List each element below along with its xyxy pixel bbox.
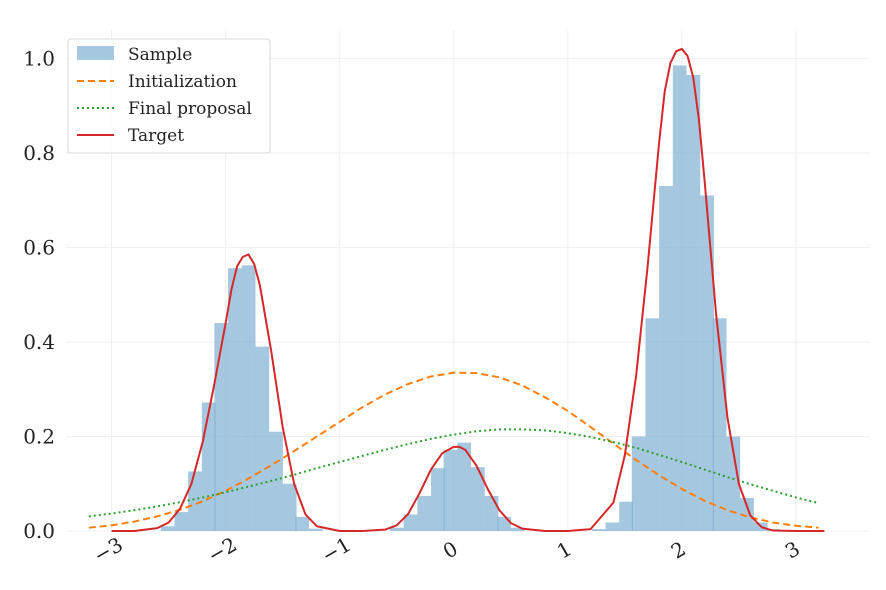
x-tick-label: −2	[203, 532, 241, 568]
histogram-bar	[282, 483, 297, 531]
histogram-bar	[686, 74, 701, 531]
legend-item-final-proposal: Final proposal	[77, 99, 252, 119]
histogram-bar	[484, 496, 499, 531]
x-tick-label: 2	[667, 536, 690, 563]
x-tick-label: −1	[317, 532, 355, 568]
histogram-bar	[457, 442, 472, 531]
histogram-bar	[255, 346, 270, 531]
legend-item-initialization: Initialization	[77, 72, 237, 92]
sample-histogram	[160, 65, 781, 532]
histogram-bar	[672, 65, 687, 531]
line-series	[88, 47, 825, 532]
legend-label-target: Target	[128, 126, 184, 146]
histogram-bar	[431, 468, 445, 531]
legend-label-initialization: Initialization	[128, 72, 237, 92]
histogram-bar	[605, 522, 620, 531]
histogram-bar	[309, 528, 323, 531]
histogram-bar	[403, 514, 418, 531]
histogram-bar	[443, 449, 458, 531]
legend-item-sample: Sample	[77, 45, 192, 65]
histogram-bar	[619, 501, 633, 531]
histogram-bar	[160, 526, 175, 531]
x-tick-label: 1	[553, 536, 576, 563]
y-tick-label: 1.0	[23, 46, 55, 70]
histogram-bar	[174, 512, 189, 531]
y-tick-label: 0.0	[23, 519, 55, 543]
histogram-bar	[188, 471, 202, 531]
histogram-bar	[241, 265, 256, 531]
x-tick-label: 0	[439, 536, 462, 563]
y-tick-label: 0.6	[23, 235, 55, 259]
histogram-bar	[726, 436, 741, 531]
x-axis-ticks: −3 −2 −1 0 1 2 3	[89, 532, 804, 568]
legend-frame	[67, 38, 271, 154]
legend-swatch-sample	[77, 46, 114, 60]
target-line	[111, 47, 825, 532]
legend-label-sample: Sample	[128, 45, 192, 65]
x-tick-label: −3	[89, 532, 127, 568]
legend: Sample Initialization Final proposal Tar…	[67, 38, 271, 154]
histogram-bar	[269, 431, 283, 531]
histogram-bar	[497, 516, 511, 531]
histogram-bar	[228, 268, 242, 531]
histogram-bar	[295, 516, 310, 531]
histogram-bar	[591, 529, 606, 531]
y-tick-label: 0.4	[23, 330, 55, 354]
legend-label-final-proposal: Final proposal	[128, 99, 252, 119]
histogram-bar	[659, 185, 673, 532]
y-tick-label: 0.8	[23, 141, 55, 165]
y-tick-label: 0.2	[23, 424, 55, 448]
histogram-bar	[700, 195, 714, 531]
histogram-bar	[389, 527, 404, 531]
histogram-bar	[740, 497, 754, 531]
histogram-bar	[201, 402, 216, 531]
y-axis-ticks: 0.0 0.2 0.4 0.6 0.8 1.0	[23, 46, 55, 543]
legend-item-target: Target	[77, 126, 184, 146]
x-tick-label: 3	[781, 536, 804, 563]
initialization-line	[88, 371, 819, 529]
histogram-bar	[645, 318, 660, 531]
histogram-bar	[470, 467, 485, 531]
histogram-bar	[214, 323, 229, 531]
histogram-bar	[417, 496, 432, 531]
histogram-bar	[510, 527, 525, 531]
